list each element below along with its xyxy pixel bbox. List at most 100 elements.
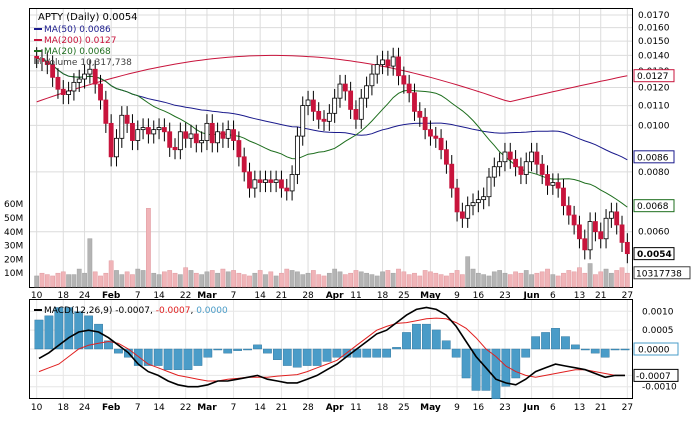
candle-body (412, 92, 417, 112)
legend-volume: Volume 10,317,738 (44, 58, 132, 68)
x-tick-label-macd: 7 (231, 403, 237, 413)
macd-histogram-bar (183, 348, 193, 370)
macd-histogram-bar (421, 323, 431, 350)
macd-histogram-bar (541, 332, 550, 350)
candle-body (582, 238, 588, 251)
candle-body (310, 99, 316, 112)
candle-body (82, 73, 87, 80)
x-tick-label-macd: 11 (350, 403, 361, 413)
volume-bar (257, 270, 263, 288)
x-tick-label-macd: 9 (454, 403, 460, 413)
candle-body (326, 112, 332, 122)
volume-bars (34, 208, 630, 288)
macd-histogram-bar (580, 348, 590, 351)
volume-bar (433, 272, 439, 288)
candle-body (592, 221, 598, 233)
candle-body (428, 129, 433, 137)
volume-bar (103, 272, 109, 288)
volume-bar (66, 274, 71, 288)
volume-bar (422, 270, 428, 288)
candle-body (124, 114, 130, 124)
x-tick-label: 16 (473, 291, 485, 301)
x-tick-label-macd: May (420, 403, 441, 413)
volume-bar (130, 274, 135, 288)
volume-bar (156, 274, 162, 288)
macd-histogram-bar (302, 348, 312, 366)
candle-body (71, 81, 77, 92)
x-tick-label: 13 (574, 291, 585, 301)
volume-bar (481, 274, 487, 288)
candle-body (119, 114, 125, 139)
volume-bar (598, 271, 604, 288)
volume-bar (146, 208, 151, 288)
macd-histogram-bar (54, 307, 64, 350)
volume-bar (614, 270, 620, 288)
macd-histogram-bar (551, 328, 560, 350)
volume-bar (310, 270, 316, 288)
x-tick-label-macd: Feb (102, 403, 121, 413)
x-tick-label: 28 (302, 291, 314, 301)
candle-body (44, 61, 50, 65)
candle-body (406, 83, 412, 94)
candle-body (454, 187, 460, 213)
candle-body (417, 110, 423, 118)
macd-legend: MACD(12,26,9) -0.0007, -0.0007, 0.0000 (34, 306, 228, 316)
candle-body (443, 149, 449, 165)
candle-body (571, 214, 577, 226)
x-tick-label-macd: 21 (595, 403, 606, 413)
x-tick-label: 6 (550, 291, 556, 301)
volume-bar (577, 267, 582, 288)
macd-histogram-bar (610, 348, 620, 351)
candle-body (193, 133, 199, 144)
x-tick-label-macd: 23 (499, 403, 510, 413)
macd-histogram-bar (431, 329, 441, 350)
candle-body (172, 146, 178, 151)
macd-histogram-bar (511, 348, 521, 379)
volume-bar (71, 274, 77, 288)
volume-bar (374, 275, 380, 288)
price-tick-label: 0.0170 (638, 11, 670, 21)
x-tick-label-macd: 27 (622, 403, 633, 413)
volume-bar (529, 274, 534, 288)
x-tick-label-macd: 21 (276, 403, 287, 413)
candle-body (247, 171, 252, 189)
volume-bar (550, 274, 556, 288)
volume-bar (220, 268, 226, 288)
volume-bar (603, 268, 609, 288)
volume-tag-box (633, 266, 691, 280)
macd-histogram-bar (461, 348, 471, 379)
candle-body (465, 205, 471, 219)
candle-body (114, 137, 119, 158)
volume-bar (539, 271, 545, 288)
x-tick-label: 18 (377, 291, 389, 301)
volume-bar (454, 270, 460, 288)
candle-body (523, 161, 529, 175)
candle-body (385, 59, 391, 67)
x-tick-label-macd: Mar (197, 403, 217, 413)
macd-histogram-bar (292, 348, 302, 368)
volume-bar (114, 270, 119, 288)
x-tick-label-macd: 18 (377, 403, 389, 413)
candle-body (433, 135, 439, 139)
x-tick-label-macd: 18 (58, 403, 70, 413)
price-tag-box (633, 199, 675, 213)
candle-body (289, 174, 295, 192)
volume-bar (465, 256, 471, 288)
candle-body (369, 73, 375, 87)
volume-bar (273, 275, 279, 288)
macd-label: MACD(12,26,9) -0.0007, -0.0007, 0.0000 (44, 306, 228, 316)
macd-histogram-bar (481, 348, 491, 391)
macd-tag-label: -0.0007 (636, 372, 671, 382)
candle-body (475, 199, 481, 204)
volume-tick-label: 20M (4, 255, 23, 265)
candle-body (156, 127, 162, 131)
macd-histogram-bar (441, 340, 451, 350)
candle-body (449, 163, 455, 189)
macd-histogram-bar (64, 307, 74, 350)
x-tick-label: 11 (350, 291, 361, 301)
macd-histogram-bar (203, 348, 213, 358)
candle-body (241, 156, 247, 173)
candle-body (130, 122, 135, 141)
volume-bar (92, 271, 98, 288)
